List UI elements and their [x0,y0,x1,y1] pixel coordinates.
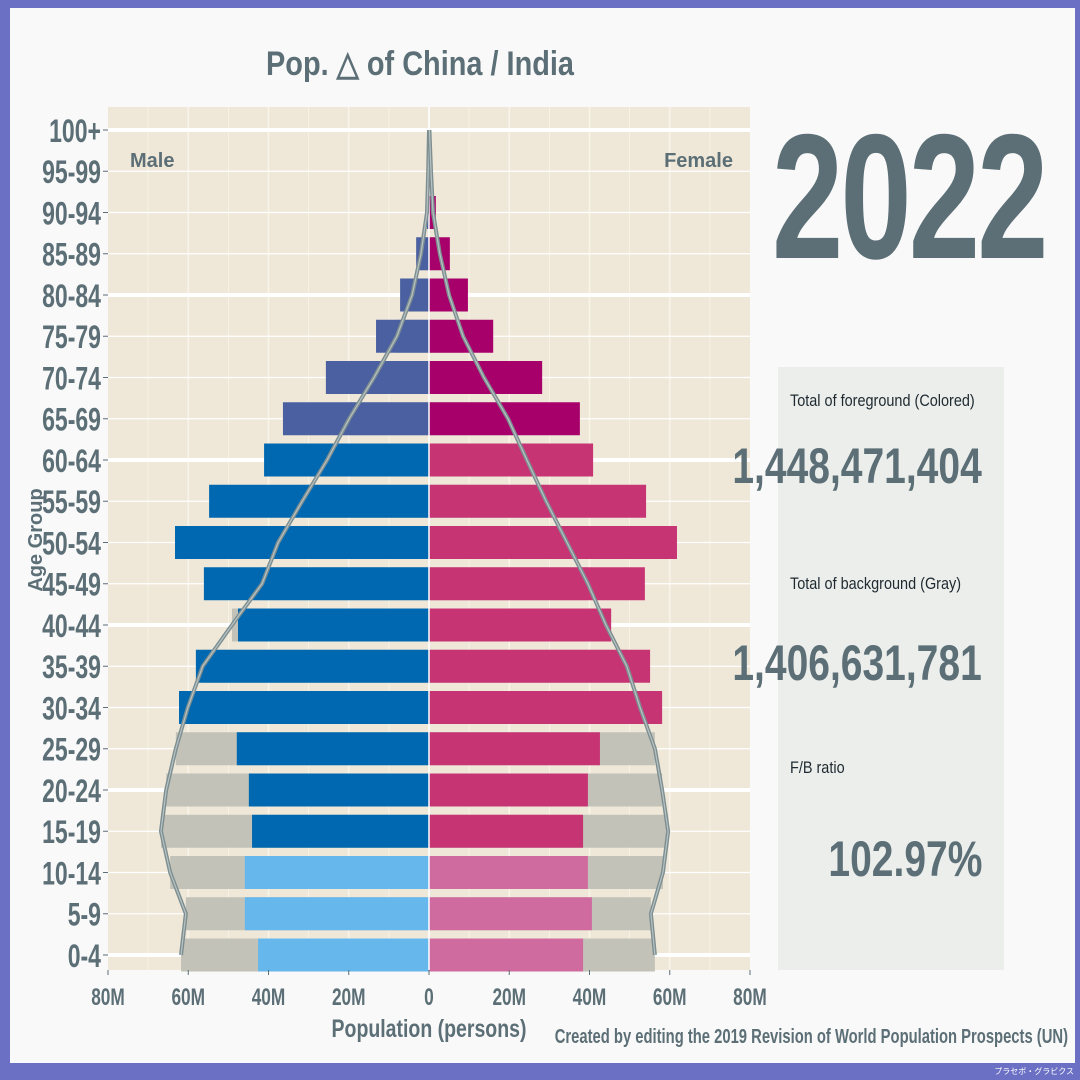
y-tick-label: 75-79 [42,320,101,356]
y-tick-label: 35-39 [42,650,101,686]
x-tick-label: 40M [573,984,607,1010]
background-total-label: Total of background (Gray) [790,574,962,593]
x-tick-label: 80M [733,984,767,1010]
y-tick-label: 50-54 [42,526,101,562]
bar-male-foreground [244,897,429,931]
x-tick-label: 60M [171,984,205,1010]
y-tick-label: 70-74 [42,361,101,397]
bar-male-foreground [236,732,429,766]
credit-text: Created by editing the 2019 Revision of … [555,1025,1068,1048]
y-tick-label: 40-44 [42,608,101,644]
bar-male-foreground [238,608,429,642]
y-axis-title: Age Group [25,488,47,591]
male-label: Male [130,150,174,172]
bar-female-foreground [429,649,651,683]
y-tick-label: 90-94 [42,196,101,232]
bar-female-foreground [429,402,580,436]
bar-male-foreground [175,526,429,559]
ratio-label: F/B ratio [790,758,845,777]
y-tick-label: 80-84 [42,278,101,314]
stats-panel [778,367,1004,970]
x-tick-label: 80M [91,984,125,1010]
foreground-total-value: 1,448,471,404 [732,438,982,494]
bar-female-foreground [429,443,594,477]
year-label: 2022 [772,97,1048,296]
bar-female-foreground [429,938,584,972]
bar-female-foreground [429,567,645,601]
bar-male-foreground [179,691,429,724]
x-tick-label: 60M [653,984,687,1010]
y-tick-label: 65-69 [42,402,101,438]
bar-female-foreground [429,608,612,642]
y-tick-label: 55-59 [42,485,101,521]
y-tick-label: 85-89 [42,237,101,273]
outline-male-highlight [160,129,430,956]
bar-female-foreground [429,814,584,848]
foreground-total-label: Total of foreground (Colored) [790,391,975,410]
bar-female-foreground [429,897,592,931]
bar-male-foreground [325,361,429,394]
bar-male-foreground [195,649,429,683]
bar-male-foreground [209,484,429,518]
bar-female-foreground [429,773,588,807]
bar-male-foreground [264,443,429,477]
bar-female-foreground [429,691,663,724]
y-tick-label: 100+ [49,113,101,149]
background-total-value: 1,406,631,781 [732,635,982,691]
bar-male-foreground [248,773,429,807]
bar-female-foreground [429,526,677,559]
x-axis-title: Population (persons) [332,1015,527,1043]
y-tick-label: 95-99 [42,155,101,191]
ratio-value: 102.97% [828,831,982,887]
x-tick-label: 40M [252,984,286,1010]
bar-male-foreground [252,814,429,848]
bar-female-foreground [429,732,600,766]
y-tick-label: 0-4 [68,938,102,974]
bar-male-foreground [244,856,429,889]
chart-title: Pop. △ of China / India [266,44,574,83]
x-tick-label: 0 [424,984,434,1010]
bar-male-foreground [203,567,429,601]
y-tick-label: 15-19 [42,815,101,851]
x-tick-label: 20M [332,984,366,1010]
y-tick-label: 20-24 [42,773,101,809]
female-label: Female [664,150,733,172]
y-tick-label: 5-9 [68,897,101,933]
x-tick-label: 20M [492,984,526,1010]
y-tick-label: 10-14 [42,856,101,892]
y-tick-label: 30-34 [42,691,101,727]
y-tick-label: 60-64 [42,443,101,479]
bar-female-foreground [429,856,588,889]
y-tick-label: 25-29 [42,732,101,768]
outline-female-highlight [428,129,669,956]
bar-female-foreground [429,484,647,518]
y-tick-label: 45-49 [42,567,101,603]
bar-male-foreground [258,938,429,972]
watermark: プラセボ・グラビクス [994,1067,1074,1076]
